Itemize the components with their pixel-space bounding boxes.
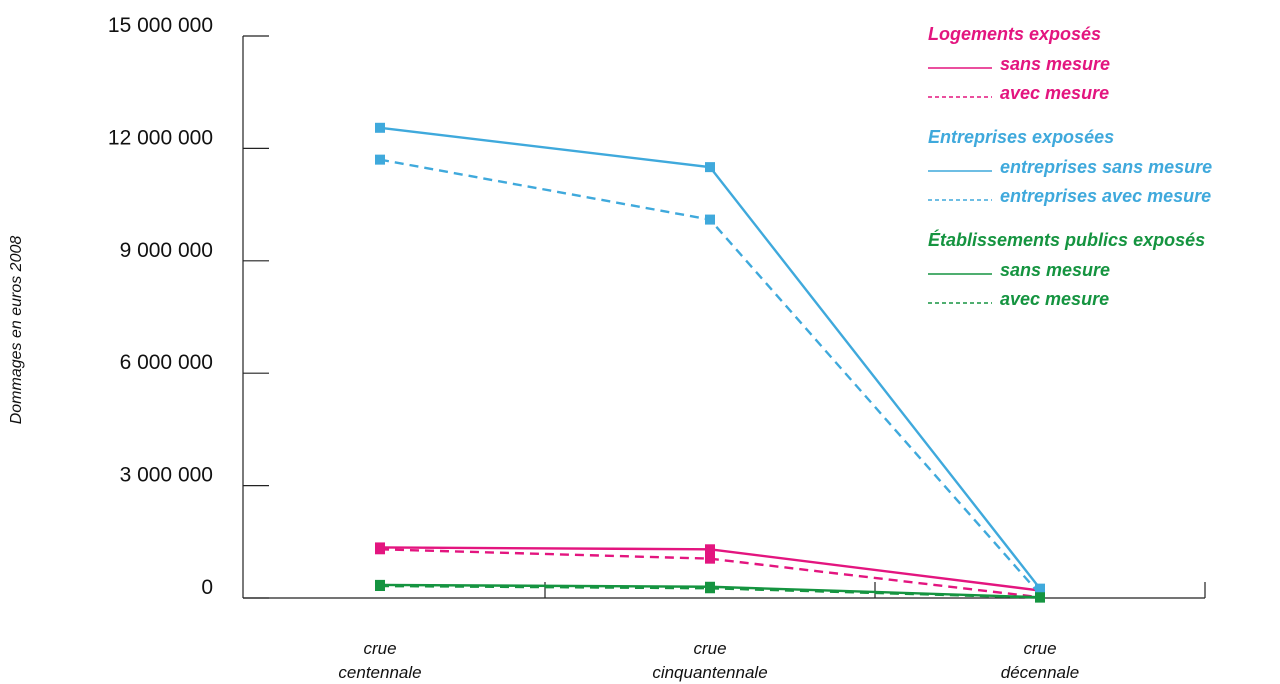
y-axis-label: Dommages en euros 2008 <box>8 236 25 425</box>
y-tick-label: 9 000 000 <box>120 239 213 262</box>
data-point-marker <box>375 581 385 592</box>
data-point-marker <box>705 214 715 225</box>
data-point-marker <box>375 544 385 555</box>
legend-group-title: Établissements publics exposés <box>928 229 1205 250</box>
y-tick-label: 6 000 000 <box>120 351 213 374</box>
legend-group-title: Entreprises exposées <box>928 127 1114 147</box>
x-category-label-line: centennale <box>338 663 421 682</box>
y-axis-ticks: 0 3 000 000 6 000 000 9 000 000 12 000 000 15… <box>108 14 269 599</box>
y-tick-label: 12 000 000 <box>108 126 213 149</box>
y-tick-label: 0 <box>201 576 213 599</box>
series-line <box>379 126 1041 590</box>
x-category-label: crue cinquantennale <box>652 639 767 682</box>
legend-item-label: entreprises sans mesure <box>1000 157 1212 177</box>
x-category-label-line: crue <box>1023 639 1056 658</box>
data-point-marker <box>1035 583 1045 594</box>
legend: Logements exposés sans mesure avec mesure E… <box>928 24 1212 309</box>
x-category-label-line: décennale <box>1001 663 1079 682</box>
data-point-marker <box>705 553 715 564</box>
x-category-label: crue centennale <box>338 639 421 682</box>
x-category-label-line: crue <box>363 639 396 658</box>
data-point-marker <box>705 583 715 594</box>
series-lines <box>375 122 1045 603</box>
y-tick-label: 3 000 000 <box>120 464 213 487</box>
legend-item-label: sans mesure <box>1000 260 1110 280</box>
data-point-marker <box>375 154 385 165</box>
data-point-marker <box>1035 592 1045 603</box>
data-point-marker <box>705 162 715 173</box>
x-category-label-line: cinquantennale <box>652 663 767 682</box>
x-axis-categories: crue centennale crue cinquantennale crue déce… <box>338 639 1079 682</box>
axes <box>242 36 1206 599</box>
legend-item-label: avec mesure <box>1000 289 1109 309</box>
legend-item-label: entreprises avec mesure <box>1000 186 1211 206</box>
legend-group-title: Logements exposés <box>928 24 1101 44</box>
x-category-label: crue décennale <box>1001 639 1079 682</box>
x-category-label-line: crue <box>693 639 726 658</box>
data-point-marker <box>375 122 385 133</box>
legend-item-label: sans mesure <box>1000 54 1110 74</box>
legend-item-label: avec mesure <box>1000 83 1109 103</box>
y-tick-label: 15 000 000 <box>108 14 213 37</box>
series-line <box>379 158 1041 596</box>
data-point-marker <box>705 544 715 555</box>
